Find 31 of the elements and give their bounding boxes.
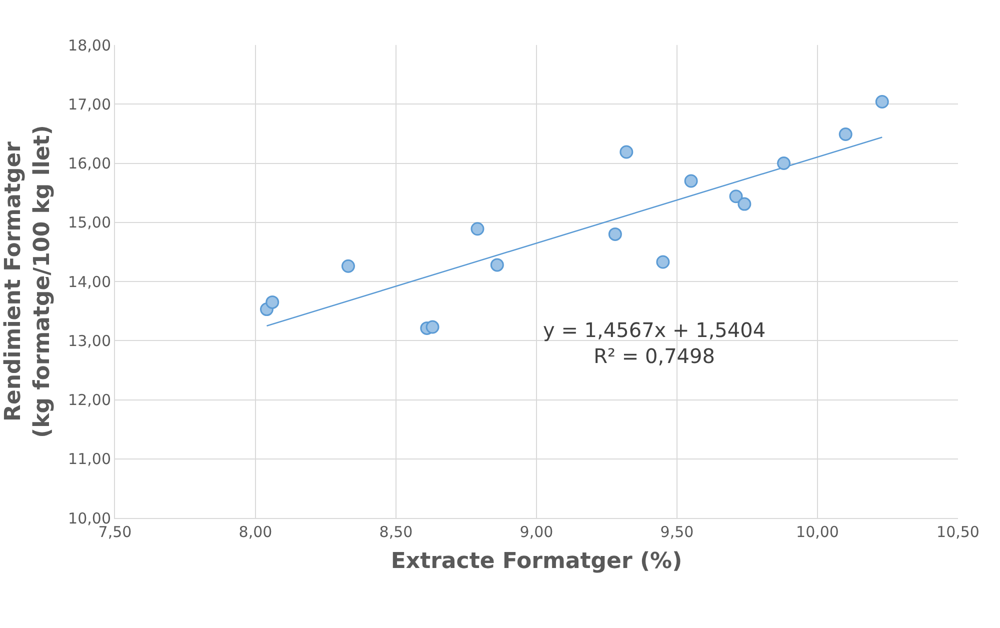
x-tick-label: 10,00: [796, 523, 839, 541]
y-axis-title: Rendimient Formatger (kg formatge/100 kg llet): [1, 125, 55, 438]
x-axis-title: Extracte Formatger (%): [390, 548, 682, 574]
point: [490, 258, 504, 272]
x-tick-label: 9,00: [520, 523, 554, 541]
y-tick-label: 18,00: [68, 36, 111, 54]
point: [656, 255, 670, 269]
y-tick-label: 16,00: [68, 154, 111, 172]
point: [608, 227, 622, 241]
point: [620, 145, 634, 159]
y-tick-label: 17,00: [68, 95, 111, 114]
y-tick-label: 13,00: [68, 332, 111, 350]
point: [426, 320, 440, 334]
point: [777, 156, 791, 170]
point: [684, 174, 698, 188]
point: [875, 95, 889, 109]
x-tick-label: 10,50: [936, 523, 980, 541]
annotation: y = 1,4567x + 1,5404 R² = 0,7498: [543, 318, 766, 368]
point: [266, 295, 280, 309]
x-tick-label: 9,50: [660, 523, 694, 541]
x-tick-label: 8,00: [238, 523, 272, 541]
point: [341, 259, 355, 273]
y-tick-label: 14,00: [68, 272, 111, 291]
point: [729, 190, 743, 204]
x-tick-label: 8,50: [379, 523, 413, 541]
point: [738, 197, 752, 211]
y-tick-label: 15,00: [68, 214, 111, 232]
y-tick-label: 11,00: [68, 450, 111, 468]
y-tick-label: 12,00: [68, 391, 111, 409]
point: [838, 128, 852, 142]
point: [470, 222, 484, 236]
